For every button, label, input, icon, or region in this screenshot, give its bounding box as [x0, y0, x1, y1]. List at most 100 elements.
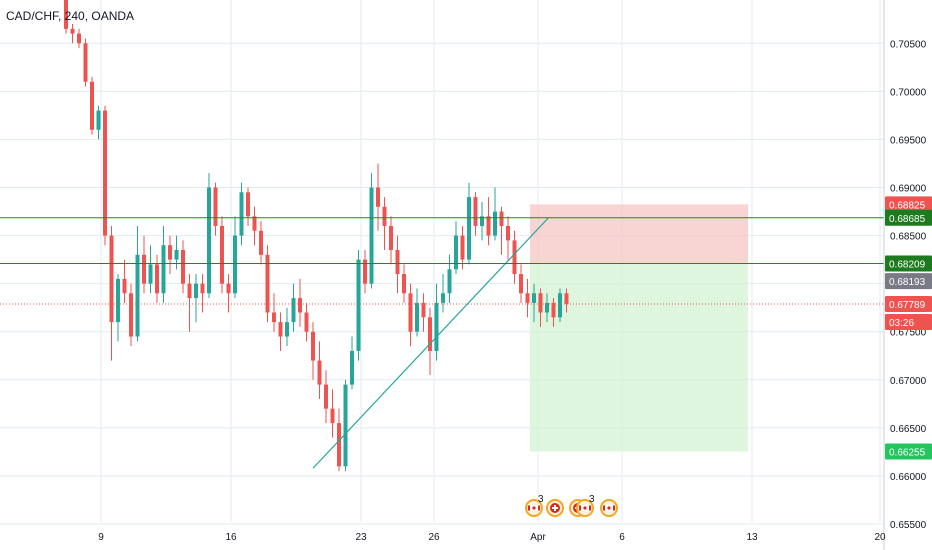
candle-body: [272, 312, 276, 323]
candle: [181, 240, 185, 294]
swiss-flag-icon[interactable]: [546, 499, 564, 517]
price-badge-last: 0.68193: [885, 273, 932, 290]
candle: [499, 206, 504, 255]
candle: [512, 230, 517, 284]
candle: [317, 341, 322, 400]
candle-body: [408, 293, 413, 332]
candle-body: [129, 293, 133, 337]
price-badge-target: 0.66255: [885, 443, 932, 460]
candle-body: [311, 331, 315, 361]
candle-body: [64, 0, 68, 29]
candle-body: [499, 211, 504, 226]
price-badge-label: 0.68825: [889, 200, 926, 211]
candle-body: [291, 298, 296, 323]
flag-leaf: [607, 506, 611, 510]
candle-body: [135, 254, 140, 337]
candle: [265, 245, 270, 323]
candle-body: [304, 312, 309, 332]
candle: [493, 187, 497, 241]
candle-body: [220, 225, 224, 284]
candle: [415, 288, 419, 337]
candle-body: [532, 293, 536, 303]
candle-body: [376, 187, 380, 207]
candle-body: [70, 28, 75, 34]
flag-bar: [538, 505, 540, 511]
candle: [545, 293, 549, 323]
candle: [194, 274, 198, 323]
candle-body: [285, 322, 289, 337]
candle: [213, 182, 218, 236]
candle: [187, 274, 192, 332]
stop-loss-zone[interactable]: [530, 204, 748, 264]
candle-body: [298, 298, 302, 313]
price-badge-current: 0.67789: [885, 295, 932, 312]
candle: [298, 278, 302, 327]
symbol-title: CAD/CHF, 240, OANDA: [6, 9, 134, 23]
candle-body: [538, 293, 543, 313]
candle: [408, 283, 413, 347]
candle-body: [356, 259, 361, 351]
take-profit-zone[interactable]: [530, 263, 748, 452]
candle: [389, 216, 393, 265]
candle-body: [421, 302, 426, 318]
candle-body: [467, 197, 471, 260]
candle-body: [181, 250, 185, 284]
candle-body: [415, 302, 419, 332]
time-tick-label: 9: [98, 532, 104, 543]
candle-body: [194, 283, 198, 299]
price-badge-bg: [885, 209, 932, 226]
canada-flag-icon[interactable]: 3: [525, 494, 544, 517]
time-tick-label: 6: [619, 532, 625, 543]
candle-body: [324, 384, 328, 409]
candle-body: [369, 187, 374, 284]
candle-body: [168, 245, 172, 260]
candle: [324, 370, 328, 424]
canada-flag-icon[interactable]: [600, 499, 618, 517]
candle-body: [200, 283, 205, 294]
candle-body: [161, 245, 166, 294]
candle: [480, 201, 484, 241]
candle-body: [174, 250, 179, 260]
candle-body: [447, 269, 452, 294]
flag-leaf: [583, 506, 587, 510]
candle: [551, 298, 556, 327]
candle-body: [265, 254, 270, 313]
candle-body: [83, 43, 88, 82]
canada-flag-icon[interactable]: 3: [576, 494, 595, 517]
flag-bar: [579, 505, 581, 511]
candle: [278, 312, 283, 351]
candle: [135, 225, 140, 342]
candle-body: [278, 322, 283, 337]
price-badge-label: 0.67789: [889, 300, 926, 311]
candle: [558, 288, 562, 323]
candle: [83, 38, 88, 87]
candle: [538, 288, 543, 327]
candle-body: [558, 293, 562, 318]
candle-body: [460, 235, 465, 260]
candle-body: [109, 235, 114, 323]
candle: [369, 173, 374, 289]
candle: [395, 235, 400, 294]
candle: [259, 221, 263, 265]
price-badge-label: 0.68193: [889, 277, 926, 288]
candle: [564, 288, 569, 313]
price-badge-level: 0.68685: [885, 209, 932, 226]
candle: [155, 254, 159, 303]
price-badge-bg: [885, 313, 932, 330]
candle-body: [519, 274, 523, 294]
candle: [252, 206, 257, 246]
candle-body: [545, 302, 549, 313]
trendline[interactable]: [312, 217, 549, 469]
candle: [402, 264, 406, 303]
price-badge-label: 03:26: [889, 318, 914, 329]
candle: [64, 0, 68, 34]
price-badge-bg: [885, 196, 932, 213]
price-badge-stop: 0.68825: [885, 196, 932, 213]
candle: [122, 259, 127, 303]
time-axis[interactable]: 9 16 23 26 Apr 6 13 20: [98, 532, 886, 543]
price-badge-bg: [885, 443, 932, 460]
flag-bar: [589, 505, 591, 511]
candle: [90, 76, 94, 135]
